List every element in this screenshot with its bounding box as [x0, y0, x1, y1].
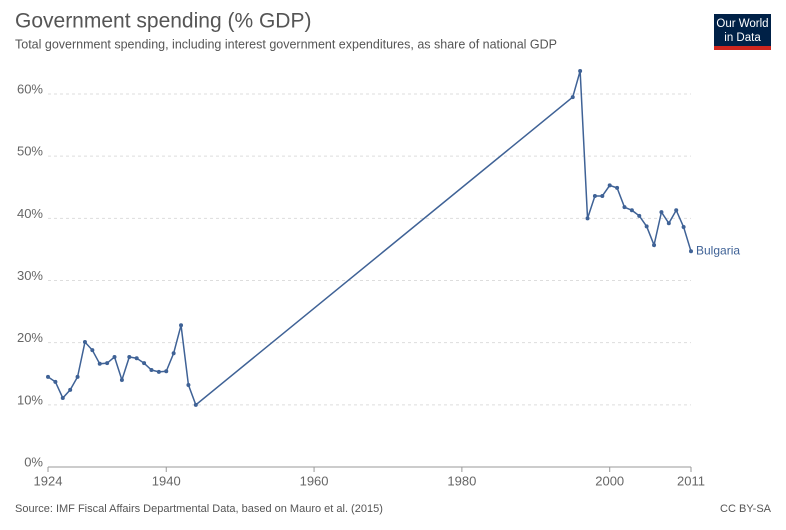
x-tick-label: 1960: [300, 473, 329, 488]
y-tick-label: 10%: [17, 392, 43, 407]
y-tick-label: 20%: [17, 330, 43, 345]
point: [570, 95, 575, 100]
point: [637, 213, 642, 218]
point: [105, 361, 110, 366]
source: Source: IMF Fiscal Affairs Departmental …: [15, 503, 383, 515]
point: [90, 348, 95, 353]
point: [681, 225, 686, 230]
point: [179, 323, 184, 328]
point: [629, 208, 634, 213]
point: [607, 183, 612, 188]
point: [142, 361, 147, 366]
x-tick-label: 2000: [595, 473, 624, 488]
point: [585, 216, 590, 221]
point: [689, 249, 693, 254]
point: [53, 379, 58, 384]
logo-box: [714, 14, 771, 50]
point: [112, 354, 117, 359]
point: [592, 193, 597, 198]
point: [674, 208, 679, 213]
x-tick-label: 1940: [152, 473, 181, 488]
series-label: Bulgaria: [696, 243, 740, 257]
chart-title: Government spending (% GDP): [15, 10, 311, 33]
point: [659, 210, 664, 215]
point: [186, 382, 191, 387]
y-tick-label: 30%: [17, 268, 43, 283]
x-tick-label: 1980: [447, 473, 476, 488]
point: [68, 387, 73, 392]
y-tick-label: 0%: [24, 454, 43, 469]
point: [46, 374, 50, 379]
point: [171, 351, 176, 356]
point: [82, 340, 87, 345]
point: [615, 185, 620, 190]
chart-subtitle: Total government spending, including int…: [15, 37, 557, 51]
point: [666, 221, 671, 226]
point: [622, 205, 627, 210]
logo-strip: [714, 46, 771, 50]
point: [193, 402, 198, 407]
y-tick-label: 40%: [17, 206, 43, 221]
point: [119, 377, 124, 382]
x-tick-label: 1924: [34, 473, 63, 488]
point: [600, 193, 605, 198]
point: [652, 243, 657, 248]
logo-text: Our World: [716, 18, 768, 30]
point: [644, 224, 649, 229]
point: [156, 369, 161, 374]
point: [149, 368, 154, 373]
point: [60, 395, 65, 400]
logo-text: in Data: [724, 32, 761, 44]
logo: Our World in Data: [714, 14, 771, 50]
y-tick-label: 50%: [17, 144, 43, 159]
point: [578, 68, 583, 73]
x-tick-label: 2011: [677, 473, 705, 488]
point: [97, 361, 102, 366]
y-tick-label: 60%: [17, 81, 43, 96]
point: [127, 354, 132, 359]
point: [134, 356, 139, 361]
point: [164, 369, 169, 374]
series-line: [47, 70, 692, 407]
point: [75, 374, 80, 379]
license: CC BY-SA: [720, 503, 772, 515]
